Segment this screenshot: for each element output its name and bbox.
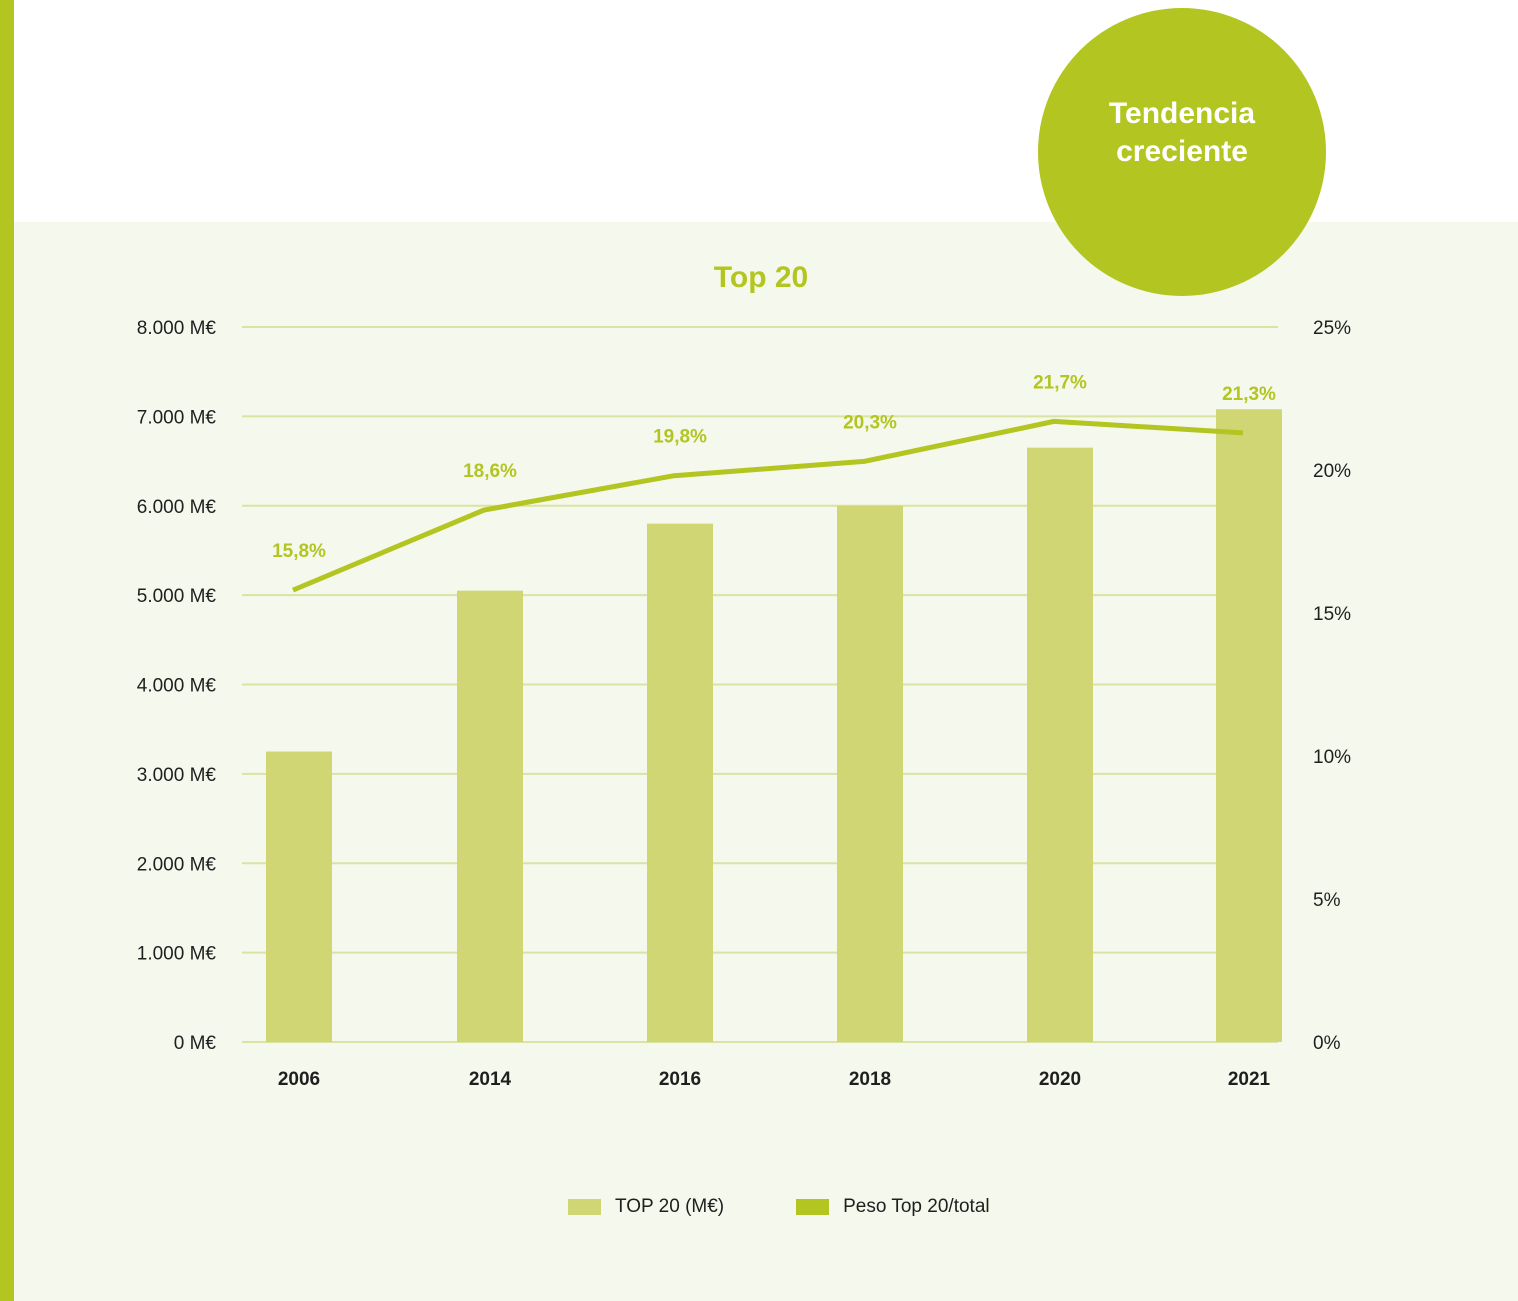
left-axis-tick-label: 5.000 M€ [137,586,217,607]
legend-item-line: Peso Top 20/total [796,1196,990,1218]
chart-legend: TOP 20 (M€) Peso Top 20/total [568,1196,1062,1218]
left-axis-tick-label: 2.000 M€ [137,854,217,875]
left-axis-tick-label: 3.000 M€ [137,765,217,786]
bar [647,523,713,1042]
line-data-label: 15,8% [272,541,326,562]
left-axis-ticks: 0 M€ 1.000 M€ 2.000 M€ 3.000 M€ 4.000 M€ 5.00… [137,318,217,1054]
bar-series [266,409,1282,1043]
x-axis-ticks: 2006 2014 2016 2018 2020 2021 [278,1069,1271,1090]
right-axis-tick-label: 0% [1313,1033,1341,1054]
bar [266,751,332,1042]
chart-title: Top 20 [714,261,808,294]
bar [837,505,903,1042]
right-axis-tick-label: 5% [1313,890,1341,911]
right-axis-tick-label: 20% [1313,461,1351,482]
x-axis-tick-label: 2016 [659,1069,701,1090]
bar [457,590,523,1042]
bar [1027,447,1093,1042]
left-axis-tick-label: 0 M€ [174,1033,217,1054]
legend-label-bars: TOP 20 (M€) [615,1196,725,1217]
line-data-label: 18,6% [463,461,517,482]
line-series [292,418,1244,593]
left-axis-tick-label: 4.000 M€ [137,676,217,697]
left-axis-tick-label: 6.000 M€ [137,497,217,518]
trend-badge: Tendencia creciente [1038,8,1326,296]
line-data-label: 20,3% [843,412,897,433]
x-axis-tick-label: 2006 [278,1069,320,1090]
grid-lines [242,326,1278,1043]
x-axis-tick-label: 2014 [469,1069,512,1090]
badge-line-1: Tendencia [1108,97,1256,130]
legend-label-line: Peso Top 20/total [843,1196,990,1217]
line-data-label: 21,3% [1222,384,1276,405]
series-line [292,418,1244,593]
legend-swatch-line [796,1199,830,1215]
right-axis-tick-label: 25% [1313,318,1351,339]
x-axis-tick-label: 2020 [1039,1069,1081,1090]
accent-side-bar [0,0,14,1301]
left-axis-tick-label: 8.000 M€ [137,318,217,339]
bar [1216,409,1282,1043]
x-axis-tick-label: 2018 [849,1069,891,1090]
line-data-label: 21,7% [1033,372,1087,393]
left-axis-tick-label: 1.000 M€ [137,944,217,965]
line-data-label: 19,8% [653,427,707,448]
right-axis-ticks: 0% 5% 10% 15% 20% 25% [1313,318,1351,1054]
right-axis-tick-label: 15% [1313,604,1351,625]
line-point-labels: 15,8% 18,6% 19,8% 20,3% 21,7% 21,3% [272,372,1276,562]
right-axis-tick-label: 10% [1313,747,1351,768]
x-axis-tick-label: 2021 [1228,1069,1271,1090]
legend-item-bars: TOP 20 (M€) [568,1196,724,1218]
left-axis-tick-label: 7.000 M€ [137,407,217,428]
legend-swatch-bars [568,1199,601,1215]
badge-line-2: creciente [1116,135,1248,168]
